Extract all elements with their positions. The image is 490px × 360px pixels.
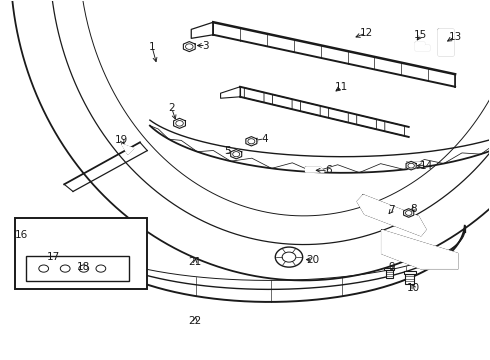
Text: 10: 10 (407, 283, 420, 293)
Polygon shape (404, 209, 414, 217)
Bar (78, 234, 89, 237)
Bar (15, 218, 147, 289)
Text: 13: 13 (448, 32, 462, 41)
Polygon shape (438, 30, 453, 55)
Text: 4: 4 (261, 134, 268, 144)
Text: 12: 12 (360, 28, 373, 38)
Bar (386, 270, 392, 278)
Text: 2: 2 (169, 103, 175, 113)
Polygon shape (173, 118, 185, 129)
Polygon shape (48, 243, 59, 253)
Text: 3: 3 (202, 41, 209, 50)
Text: 5: 5 (224, 146, 231, 156)
Polygon shape (415, 41, 429, 50)
Polygon shape (306, 167, 324, 172)
Text: 1: 1 (149, 42, 155, 52)
Circle shape (79, 265, 89, 272)
Text: 11: 11 (335, 82, 348, 92)
Polygon shape (382, 230, 458, 269)
Polygon shape (406, 161, 416, 170)
Polygon shape (407, 162, 423, 166)
Bar (384, 268, 394, 270)
Text: 15: 15 (414, 30, 427, 40)
Polygon shape (183, 41, 195, 51)
Bar (405, 274, 414, 284)
Text: 16: 16 (15, 230, 28, 239)
Polygon shape (246, 136, 257, 146)
Text: 9: 9 (388, 262, 395, 272)
Circle shape (39, 265, 49, 272)
Text: 18: 18 (77, 262, 90, 272)
Circle shape (60, 265, 70, 272)
Text: 19: 19 (115, 135, 128, 145)
Polygon shape (357, 195, 426, 235)
Text: 6: 6 (325, 165, 331, 175)
Bar (26, 256, 129, 281)
Polygon shape (122, 144, 134, 154)
Polygon shape (231, 149, 242, 159)
Circle shape (96, 265, 106, 272)
Bar (80, 237, 87, 245)
Circle shape (275, 247, 303, 267)
Text: 8: 8 (410, 204, 417, 214)
Text: 22: 22 (189, 316, 202, 325)
Text: 17: 17 (47, 252, 60, 262)
Text: 21: 21 (189, 257, 202, 267)
Text: 14: 14 (420, 161, 433, 171)
Text: 7: 7 (388, 206, 395, 216)
Text: 20: 20 (306, 255, 319, 265)
Bar (403, 271, 416, 274)
